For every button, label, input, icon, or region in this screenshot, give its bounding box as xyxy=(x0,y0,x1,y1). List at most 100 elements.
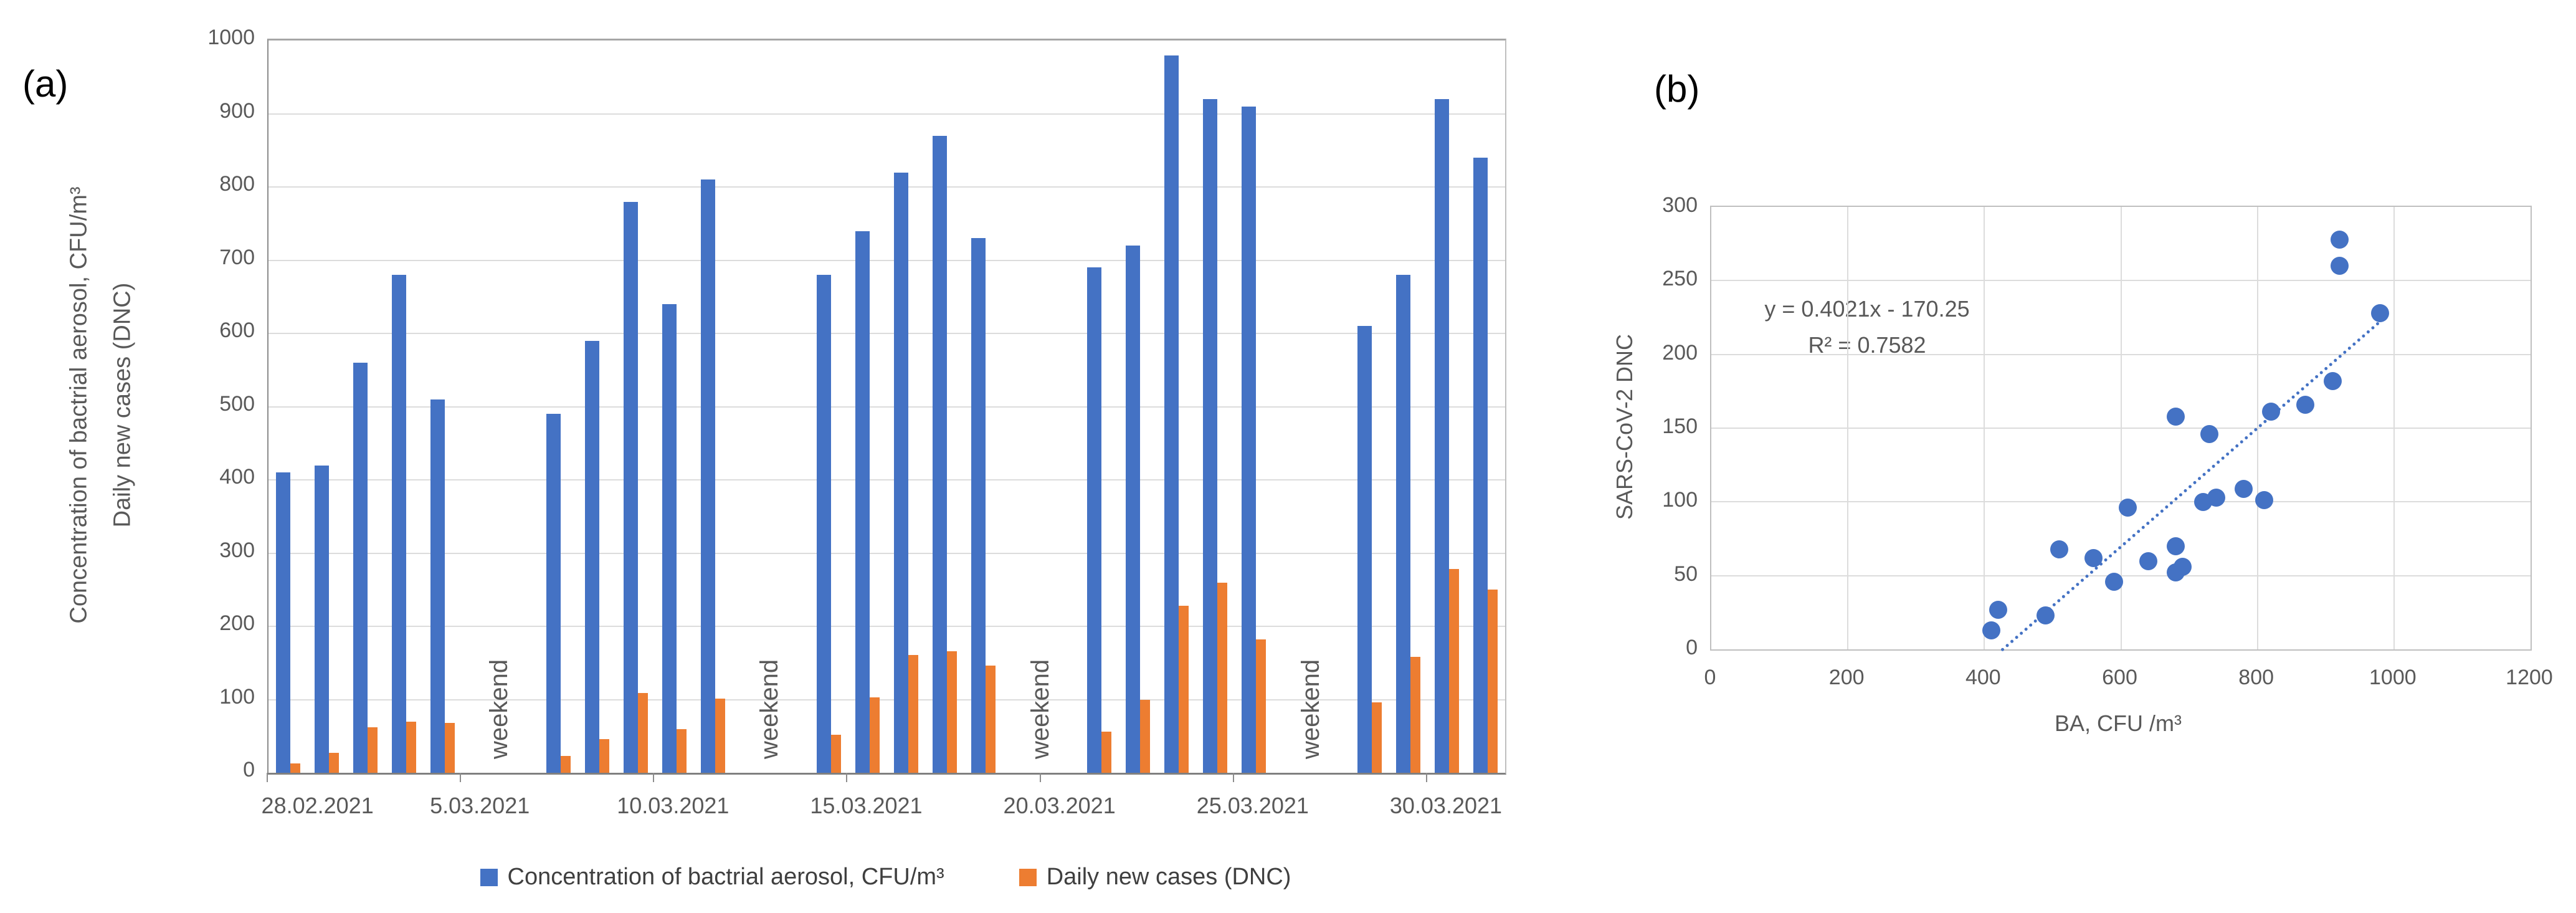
y-tick-label-1000: 1000 xyxy=(207,26,255,49)
scatter-point xyxy=(2166,407,2185,426)
dnc-legend-label: Daily new cases (DNC) xyxy=(1046,864,1291,890)
bar-aerosol xyxy=(662,304,677,773)
date-label: 10.03.2021 xyxy=(617,793,730,818)
date-label: 30.03.2021 xyxy=(1389,793,1503,818)
gridline-300 xyxy=(269,552,1505,554)
gridline-x-600 xyxy=(2120,207,2122,649)
bar-dnc xyxy=(830,734,841,773)
bar-aerosol xyxy=(894,172,909,773)
scatter-x-tick-label-1000: 1000 xyxy=(2369,666,2417,689)
chart-a-y-axis-title-line2: Daily new cases (DNC) xyxy=(109,282,136,528)
scatter-point xyxy=(2200,424,2219,443)
bar-dnc xyxy=(406,721,416,773)
bar-dnc xyxy=(869,697,880,773)
scatter-y-tick-label-100: 100 xyxy=(1662,488,1698,512)
bar-dnc xyxy=(1488,590,1498,773)
weekend-gap-label: weekend xyxy=(756,659,784,759)
scatter-y-tick-label-0: 0 xyxy=(1686,636,1698,659)
scatter-x-tick-label-0: 0 xyxy=(1704,666,1716,689)
date-label: 5.03.2021 xyxy=(430,793,530,818)
scatter-y-tick-label-200: 200 xyxy=(1662,340,1698,365)
x-axis-tickmark xyxy=(846,773,848,782)
date-label: 25.03.2021 xyxy=(1196,793,1309,818)
scatter-point xyxy=(2050,540,2069,558)
bar-aerosol xyxy=(584,340,599,773)
dnc-legend-swatch-icon xyxy=(1019,868,1037,886)
scatter-point xyxy=(2139,552,2157,570)
scatter-plot-area: y = 0.4021x - 170.25 R² = 0.7582 xyxy=(1710,206,2532,652)
gridline-800 xyxy=(269,186,1505,188)
x-axis-tickmark xyxy=(267,773,268,782)
x-axis-tickmark xyxy=(1425,773,1427,782)
legend-item-dnc: Daily new cases (DNC) xyxy=(1019,864,1291,891)
scatter-point xyxy=(2330,257,2349,275)
gridline-100 xyxy=(269,699,1505,700)
scatter-x-tick-label-600: 600 xyxy=(2102,666,2137,689)
scatter-x-tick-label-1200: 1200 xyxy=(2506,666,2553,689)
y-tick-label-0: 0 xyxy=(243,758,255,782)
y-tick-label-600: 600 xyxy=(219,318,255,342)
scatter-point xyxy=(1982,621,2000,639)
scatter-y-tick-label-150: 150 xyxy=(1662,414,1698,438)
bar-dnc xyxy=(328,753,339,773)
weekend-gap-label: weekend xyxy=(485,659,513,759)
y-tick-label-500: 500 xyxy=(219,391,255,416)
bar-dnc xyxy=(1101,732,1112,773)
gridline-400 xyxy=(269,479,1505,480)
gridline-600 xyxy=(269,333,1505,334)
bar-aerosol xyxy=(1396,275,1411,773)
bar-dnc xyxy=(1179,606,1189,773)
bar-aerosol xyxy=(314,465,329,773)
chart-a-legend: Concentration of bactrial aerosol, CFU/m… xyxy=(267,864,1504,891)
bar-aerosol xyxy=(353,363,368,773)
bar-aerosol xyxy=(816,275,831,773)
y-tick-label-300: 300 xyxy=(219,538,255,562)
bar-dnc xyxy=(947,651,958,773)
x-axis-tickmark xyxy=(460,773,462,782)
bar-aerosol xyxy=(1087,267,1102,773)
date-label: 20.03.2021 xyxy=(1003,793,1116,818)
y-tick-label-200: 200 xyxy=(219,611,255,635)
scatter-point xyxy=(2371,304,2390,322)
date-label: 15.03.2021 xyxy=(810,793,923,818)
bar-dnc xyxy=(560,755,571,773)
bar-aerosol xyxy=(700,179,715,773)
scatter-point xyxy=(2118,499,2137,517)
scatter-point xyxy=(2235,479,2253,498)
bar-dnc xyxy=(1140,699,1151,773)
bar-dnc xyxy=(444,723,455,773)
scatter-y-tick-label-300: 300 xyxy=(1662,193,1698,217)
x-axis-tickmark xyxy=(1039,773,1041,782)
bar-aerosol xyxy=(546,414,561,773)
scatter-point xyxy=(2166,537,2185,555)
bar-aerosol xyxy=(933,135,948,773)
bar-aerosol xyxy=(1473,158,1488,773)
gridline-900 xyxy=(269,113,1505,115)
x-axis-tickmark xyxy=(1232,773,1234,782)
weekend-gap-label: weekend xyxy=(1296,659,1324,759)
bar-aerosol xyxy=(1357,326,1372,773)
bar-dnc xyxy=(715,699,725,773)
scatter-point xyxy=(2105,572,2124,591)
bar-dnc xyxy=(1449,569,1460,773)
y-tick-label-900: 900 xyxy=(219,98,255,123)
scatter-y-tick-label-250: 250 xyxy=(1662,267,1698,291)
bar-aerosol xyxy=(855,231,870,773)
gridline-700 xyxy=(269,259,1505,261)
bar-aerosol xyxy=(971,238,986,773)
y-tick-label-700: 700 xyxy=(219,245,255,269)
bar-aerosol xyxy=(1164,55,1179,773)
scatter-x-tick-label-400: 400 xyxy=(1965,666,2001,689)
bar-dnc xyxy=(676,729,687,773)
gridline-x-400 xyxy=(1984,207,1985,649)
gridline-200 xyxy=(269,626,1505,627)
bar-dnc xyxy=(908,654,919,773)
bar-aerosol xyxy=(623,201,638,773)
y-tick-label-400: 400 xyxy=(219,465,255,489)
bar-aerosol xyxy=(391,275,406,773)
bar-aerosol xyxy=(1126,246,1141,773)
bar-aerosol xyxy=(430,399,445,773)
scatter-point xyxy=(1989,600,2007,619)
panel-b-label: (b) xyxy=(1654,68,1700,110)
